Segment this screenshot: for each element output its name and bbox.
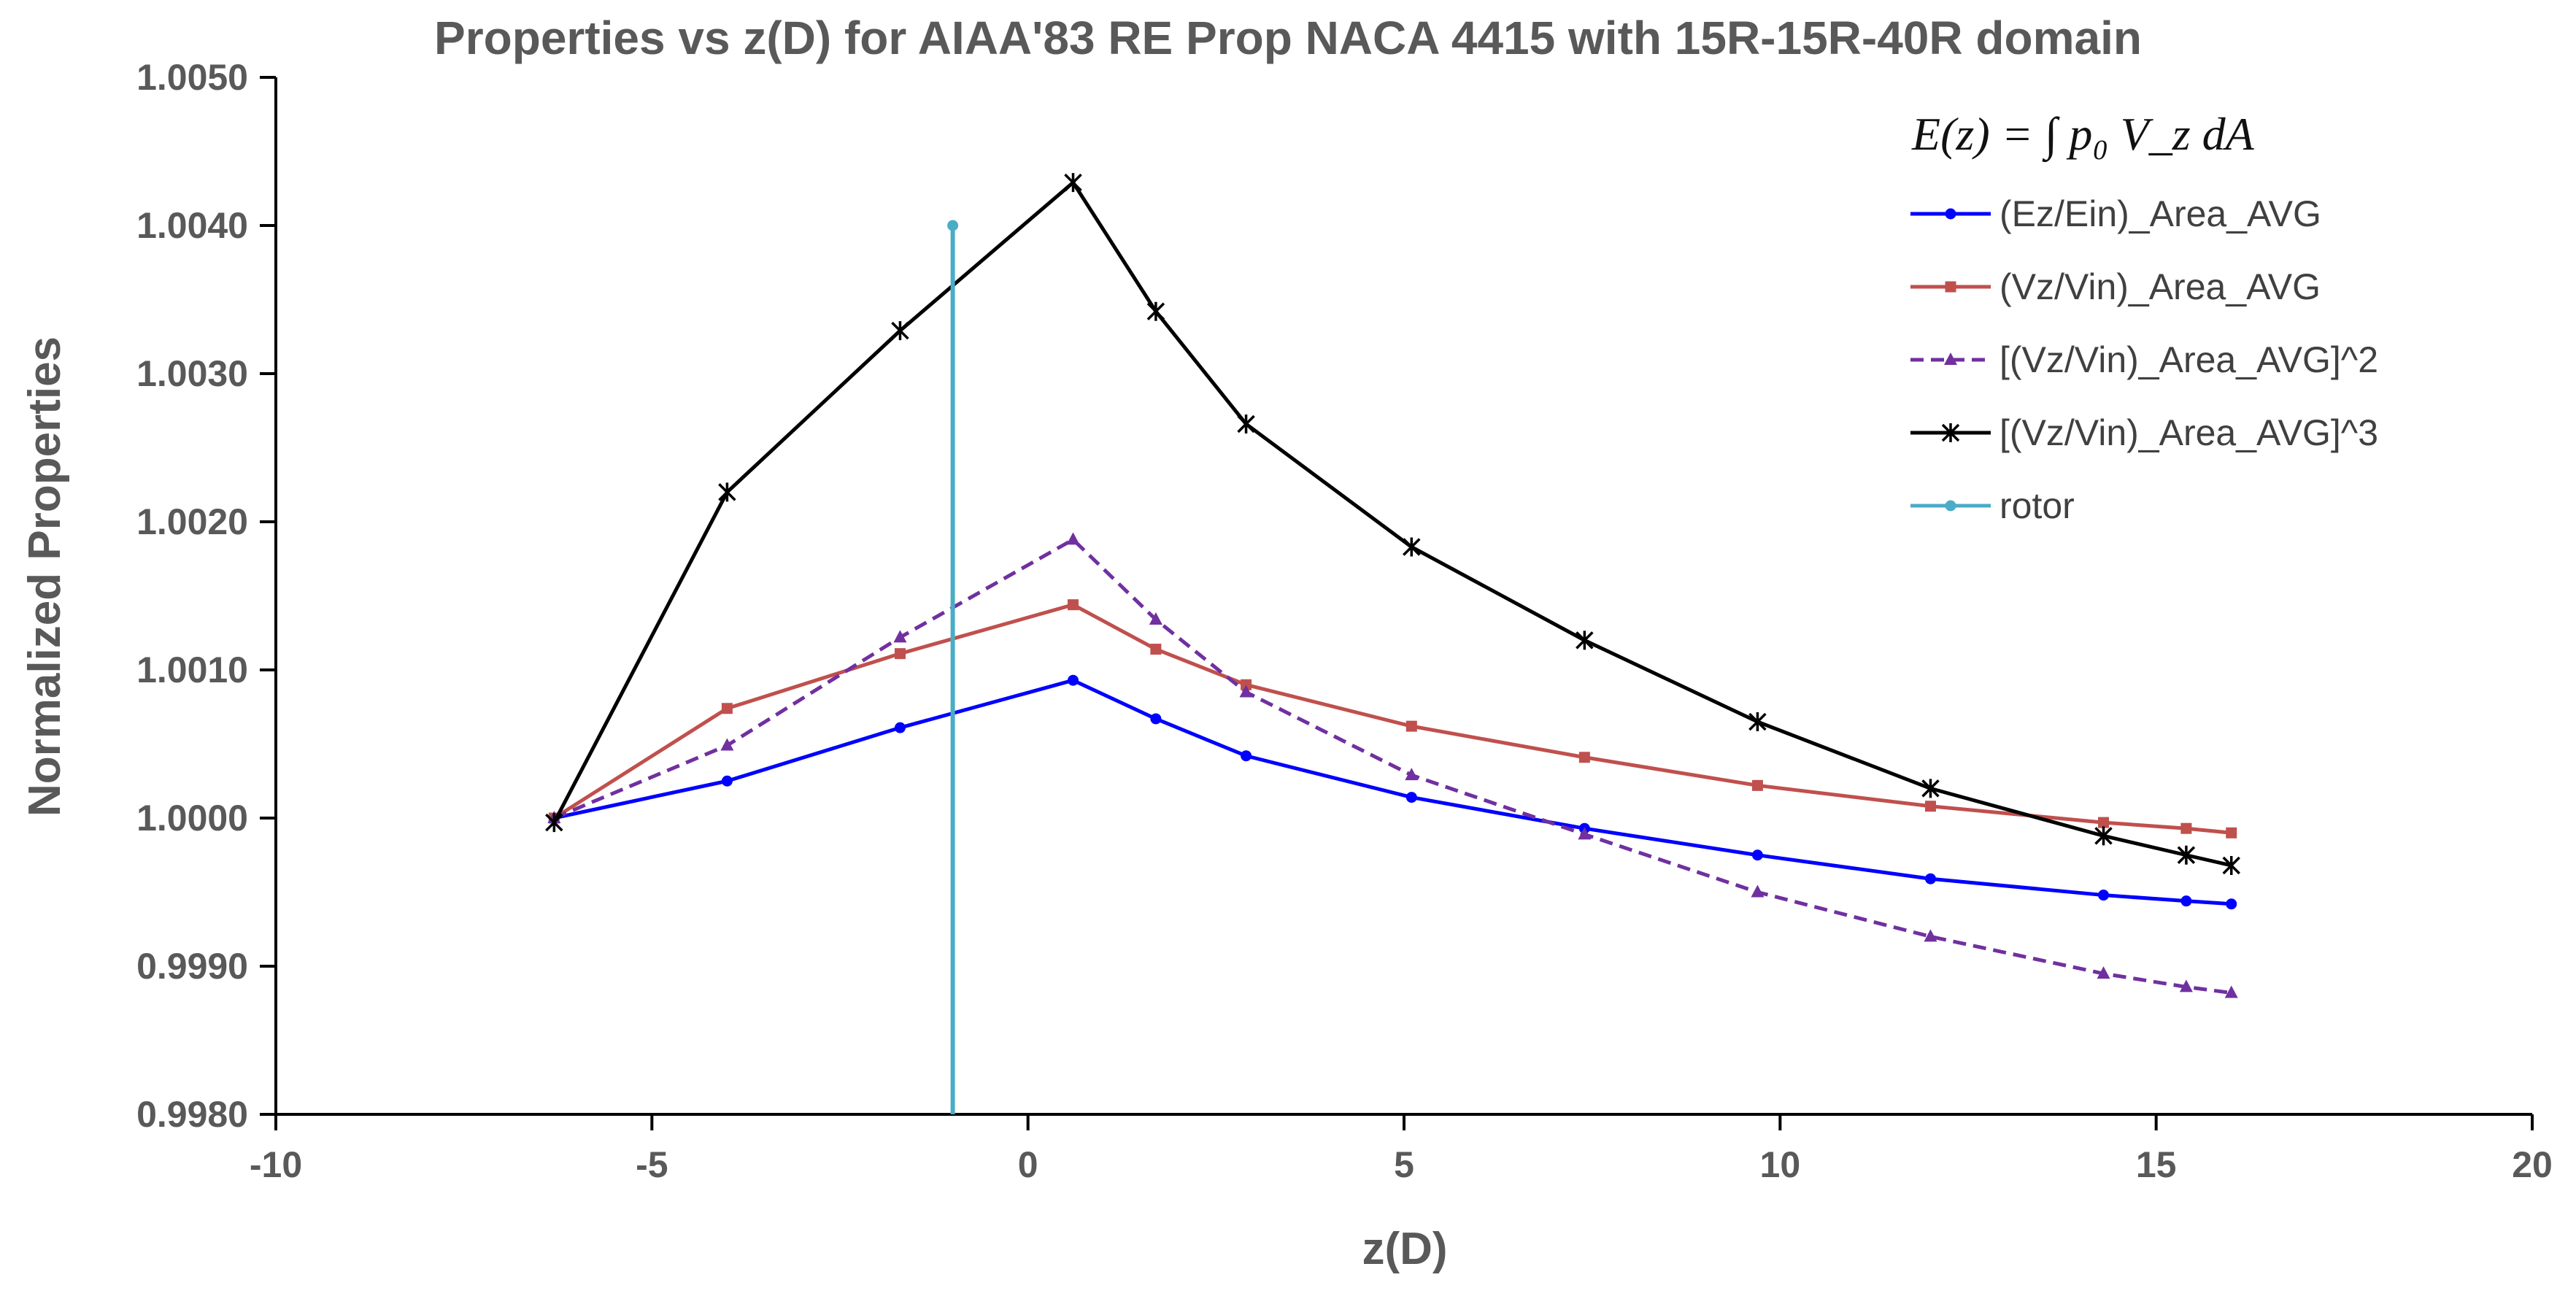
series-vz-vin-area-avg-2 [547, 532, 2238, 998]
series-vz-vin-area-avg-point [2098, 817, 2110, 828]
legend-item-vz-vin-area-avg-3-marker [1941, 423, 1960, 442]
x-tick-label: 15 [2136, 1144, 2177, 1185]
series-rotor [947, 220, 959, 1114]
series-vz-vin-area-avg-2-point [1405, 768, 1419, 781]
series-vz-vin-area-avg-2-point [893, 630, 907, 643]
series-ez-ein-area-avg-point [2226, 898, 2237, 910]
series-vz-vin-area-avg-3-point [2222, 855, 2240, 875]
series-vz-vin-area-avg-2-point [720, 738, 734, 751]
series-vz-vin-area-avg-point [1578, 752, 1590, 763]
x-tick-label: -5 [636, 1144, 668, 1185]
x-tick-label: 20 [2512, 1144, 2553, 1185]
series-vz-vin-area-avg-3 [545, 173, 2240, 875]
series-vz-vin-area-avg-3-point [1237, 415, 1255, 434]
y-tick-label: 1.0030 [136, 353, 248, 394]
series-vz-vin-area-avg-point [2180, 822, 2192, 834]
series-vz-vin-area-avg-point [721, 703, 733, 714]
legend-item-vz-vin-area-avg-2-label: [(Vz/Vin)_Area_AVG]^2 [2000, 339, 2378, 380]
series-vz-vin-area-avg-3-point [1576, 631, 1594, 650]
legend: E(z) = ∫ p₀ V_z dA (Ez/Ein)_Area_AVG (Vz/… [1910, 108, 2378, 526]
series-vz-vin-area-avg-point [1924, 801, 1936, 812]
series-vz-vin-area-avg-2-point [2179, 979, 2193, 992]
legend-item-ez-ein-area-avg-label: (Ez/Ein)_Area_AVG [2000, 193, 2321, 234]
series-ez-ein-area-avg-point [1405, 792, 1417, 803]
series-vz-vin-area-avg-2-line [553, 537, 2232, 995]
y-axis-label: Normalized Properties [20, 336, 70, 817]
legend-item-rotor-label: rotor [2000, 485, 2075, 526]
series-vz-vin-area-avg-3-point [2177, 845, 2196, 865]
series-vz-vin-area-avg-3-point [1921, 779, 1940, 798]
series-vz-vin-area-avg-point [1241, 679, 1252, 690]
series-ez-ein-area-avg-point [1068, 674, 1079, 686]
series-vz-vin-area-avg-3-point [718, 482, 736, 502]
x-axis-label: z(D) [1362, 1224, 1447, 1274]
series-vz-vin-area-avg-2-point [2097, 966, 2110, 979]
legend-item-vz-vin-area-avg-3: [(Vz/Vin)_Area_AVG]^3 [1910, 412, 2378, 453]
x-tick-label: 10 [1760, 1144, 1801, 1185]
series-vz-vin-area-avg-2-point [2224, 985, 2238, 998]
series-vz-vin-area-avg-3-point [1146, 301, 1165, 321]
series-ez-ein-area-avg-point [2180, 895, 2192, 907]
x-tick-label: 0 [1018, 1144, 1038, 1185]
series-vz-vin-area-avg-point [2226, 827, 2237, 838]
series-vz-vin-area-avg-3-point [2094, 826, 2113, 846]
series-vz-vin-area-avg-point [1751, 779, 1763, 791]
series-vz-vin-area-avg-2-point [1066, 532, 1080, 545]
series-ez-ein-area-avg-point [894, 722, 906, 733]
legend-item-rotor-marker [1945, 500, 1956, 512]
legend-item-rotor: rotor [1910, 485, 2075, 526]
series-vz-vin-area-avg-point [894, 648, 906, 660]
series-ez-ein-area-avg-point [721, 775, 733, 787]
legend-item-ez-ein-area-avg: (Ez/Ein)_Area_AVG [1910, 193, 2321, 234]
legend-item-ez-ein-area-avg-marker [1945, 208, 1956, 220]
y-tick-label: 0.9980 [136, 1094, 248, 1135]
series-vz-vin-area-avg-2-point [1239, 685, 1253, 698]
y-tick-label: 1.0000 [136, 798, 248, 838]
x-tick-label: 5 [1394, 1144, 1414, 1185]
series-vz-vin-area-avg-2-point [1578, 827, 1592, 840]
legend-item-vz-vin-area-avg-marker [1945, 281, 1956, 293]
legend-item-vz-vin-area-avg-2: [(Vz/Vin)_Area_AVG]^2 [1910, 339, 2378, 380]
x-tick-label: -10 [250, 1144, 302, 1185]
y-tick-label: 1.0010 [136, 649, 248, 690]
series-vz-vin-area-avg-point [1150, 644, 1162, 655]
series-ez-ein-area-avg-point [1150, 713, 1162, 725]
series-ez-ein-area-avg-point [2098, 890, 2110, 901]
series-vz-vin-area-avg-2-point [1149, 612, 1162, 625]
series-ez-ein-area-avg-line [553, 678, 2232, 906]
legend-formula: E(z) = ∫ p₀ V_z dA [1911, 108, 2255, 163]
series-vz-vin-area-avg [548, 599, 2237, 838]
legend-item-vz-vin-area-avg: (Vz/Vin)_Area_AVG [1910, 266, 2321, 307]
series-vz-vin-area-avg-3-point [545, 813, 563, 833]
plot-area: -10 -5 0 5 10 15 20 0.9980 0.9990 1.0000 1.0010 1.0… [136, 57, 2553, 1185]
series-vz-vin-area-avg-line [553, 603, 2232, 835]
series-vz-vin-area-avg-3-point [1403, 537, 1421, 557]
series-vz-vin-area-avg-point [1405, 720, 1417, 732]
y-tick-label: 1.0020 [136, 501, 248, 542]
series-vz-vin-area-avg-2-point [1924, 929, 1937, 942]
series-vz-vin-area-avg-2-point [1751, 884, 1765, 898]
series-vz-vin-area-avg-point [1068, 599, 1079, 611]
chart-title: Properties vs z(D) for AIAA'83 RE Prop N… [434, 12, 2142, 64]
series-ez-ein-area-avg-point [1241, 750, 1252, 762]
series-ez-ein-area-avg [548, 674, 2237, 910]
series-vz-vin-area-avg-3-point [1064, 173, 1082, 193]
series-rotor-point [947, 220, 959, 231]
series-vz-vin-area-avg-3-point [1748, 712, 1767, 732]
y-tick-label: 1.0050 [136, 57, 248, 98]
y-tick-label: 0.9990 [136, 946, 248, 987]
legend-item-vz-vin-area-avg-label: (Vz/Vin)_Area_AVG [2000, 266, 2321, 307]
series-ez-ein-area-avg-point [1751, 849, 1763, 861]
legend-item-vz-vin-area-avg-2-marker [1944, 352, 1957, 365]
y-tick-label: 1.0040 [136, 205, 248, 246]
legend-item-vz-vin-area-avg-3-label: [(Vz/Vin)_Area_AVG]^3 [2000, 412, 2378, 453]
series-vz-vin-area-avg-3-point [891, 321, 909, 341]
series-ez-ein-area-avg-point [1924, 873, 1936, 884]
